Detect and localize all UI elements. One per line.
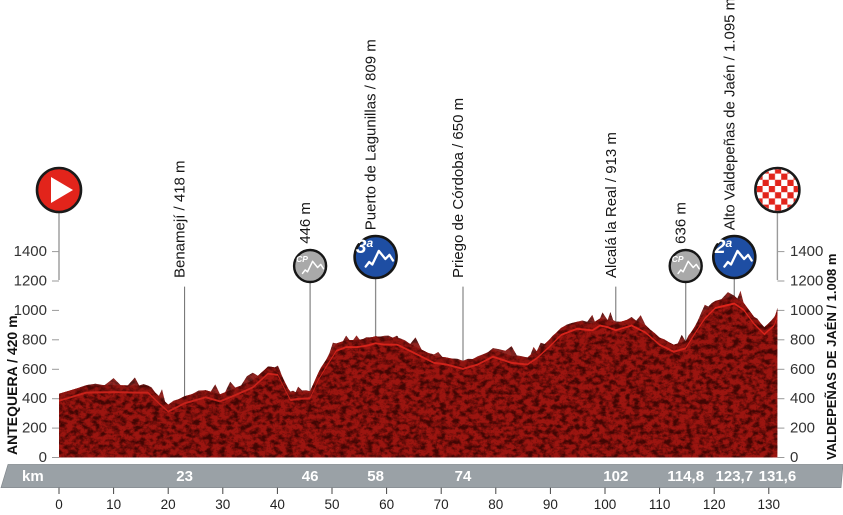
svg-text:102: 102 (603, 468, 628, 485)
svg-text:800: 800 (790, 331, 815, 348)
svg-text:CP: CP (296, 254, 308, 264)
svg-text:0: 0 (790, 449, 798, 466)
svg-text:Alto Valdepeñas de Jaén / 1.09: Alto Valdepeñas de Jaén / 1.095 m (721, 0, 738, 230)
svg-text:80: 80 (488, 497, 503, 512)
svg-text:400: 400 (22, 390, 47, 407)
svg-text:110: 110 (649, 497, 671, 512)
svg-text:km: km (22, 468, 44, 485)
svg-text:600: 600 (22, 361, 47, 378)
svg-text:446 m: 446 m (297, 202, 314, 244)
svg-text:70: 70 (434, 497, 449, 512)
svg-text:90: 90 (543, 497, 558, 512)
svg-text:400: 400 (790, 390, 815, 407)
svg-text:0: 0 (39, 449, 47, 466)
svg-text:ANTEQUERA / 420 m: ANTEQUERA / 420 m (4, 315, 20, 455)
svg-text:114,8: 114,8 (667, 468, 704, 485)
svg-text:1000: 1000 (790, 302, 823, 319)
svg-text:10: 10 (106, 497, 121, 512)
svg-text:120: 120 (703, 497, 726, 512)
svg-text:40: 40 (270, 497, 285, 512)
svg-text:50: 50 (324, 497, 339, 512)
svg-text:1400: 1400 (790, 243, 823, 260)
svg-text:74: 74 (455, 468, 472, 485)
svg-text:Priego de Córdoba / 650 m: Priego de Córdoba / 650 m (450, 98, 467, 278)
svg-text:58: 58 (367, 468, 384, 485)
svg-text:800: 800 (22, 331, 47, 348)
svg-text:Alcalá la Real / 913 m: Alcalá la Real / 913 m (603, 132, 620, 278)
svg-text:Benamejí / 418 m: Benamejí / 418 m (172, 160, 189, 278)
svg-text:VALDEPEÑAS DE JAÉN / 1.008 m: VALDEPEÑAS DE JAÉN / 1.008 m (824, 254, 839, 460)
svg-text:20: 20 (161, 497, 176, 512)
svg-text:200: 200 (790, 420, 815, 437)
svg-text:131,6: 131,6 (759, 468, 797, 485)
svg-text:123,7: 123,7 (716, 468, 754, 485)
svg-text:23: 23 (176, 468, 193, 485)
svg-text:46: 46 (302, 468, 319, 485)
svg-text:Puerto de Lagunillas / 809 m: Puerto de Lagunillas / 809 m (363, 39, 380, 230)
svg-text:1200: 1200 (14, 273, 47, 290)
svg-text:100: 100 (594, 497, 617, 512)
svg-text:636 m: 636 m (673, 202, 690, 244)
svg-text:600: 600 (790, 361, 815, 378)
svg-text:200: 200 (22, 420, 47, 437)
svg-text:30: 30 (215, 497, 230, 512)
svg-text:CP: CP (672, 254, 684, 264)
svg-text:1400: 1400 (14, 243, 47, 260)
svg-text:130: 130 (758, 497, 781, 512)
svg-text:1200: 1200 (790, 273, 823, 290)
svg-text:60: 60 (379, 497, 394, 512)
svg-text:0: 0 (55, 497, 63, 512)
